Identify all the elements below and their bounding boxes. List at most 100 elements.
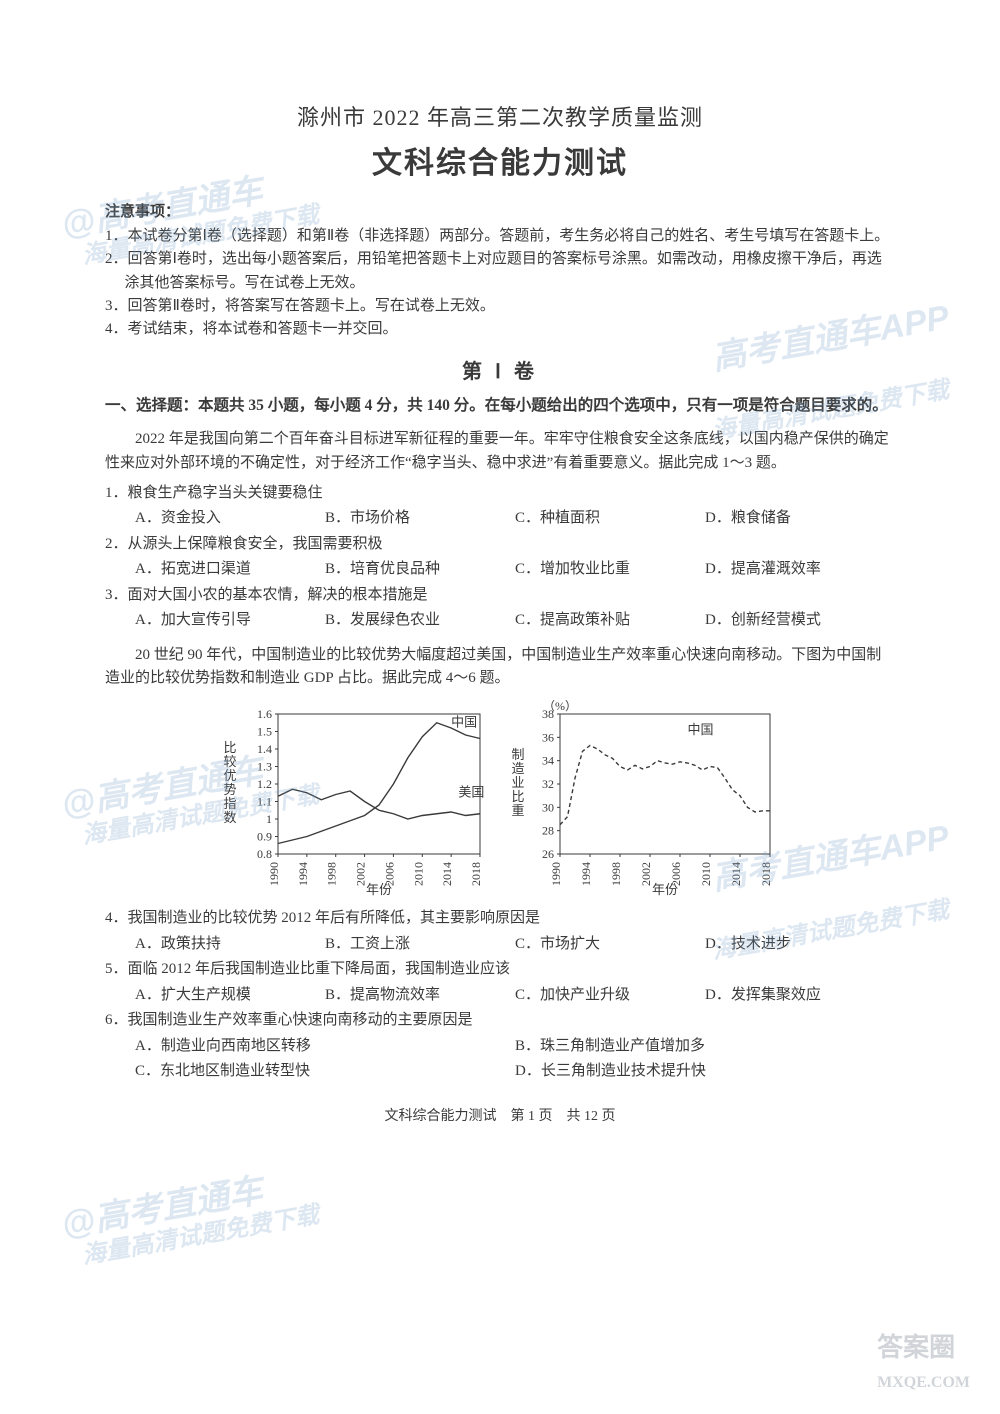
svg-text:年份: 年份 bbox=[652, 882, 678, 896]
svg-text:中国: 中国 bbox=[451, 715, 477, 730]
q6-stem: 6．我国制造业生产效率重心快速向南移动的主要原因是 bbox=[105, 1008, 895, 1034]
q2-opt-b: B．培育优良品种 bbox=[325, 557, 515, 583]
q3-opt-c: C．提高政策补贴 bbox=[515, 608, 705, 634]
q3-opt-d: D．创新经营模式 bbox=[705, 608, 895, 634]
svg-text:2018: 2018 bbox=[469, 862, 483, 886]
svg-text:指: 指 bbox=[223, 796, 236, 811]
watermark: @高考直通车 bbox=[57, 1163, 266, 1247]
svg-text:美国: 美国 bbox=[458, 785, 484, 800]
svg-text:重: 重 bbox=[511, 803, 524, 818]
page-footer: 文科综合能力测试 第 1 页 共 12 页 bbox=[105, 1105, 895, 1125]
notice-heading: 注意事项： bbox=[105, 200, 895, 221]
svg-text:2018: 2018 bbox=[759, 862, 773, 886]
watermark-corner: 答案圈MXQE.COM bbox=[877, 1327, 970, 1394]
exam-title-line1: 滁州市 2022 年高三第二次教学质量监测 bbox=[105, 100, 895, 132]
svg-text:1.3: 1.3 bbox=[257, 760, 272, 774]
q3-opt-a: A．加大宣传引导 bbox=[135, 608, 325, 634]
chart-comparative-advantage: 0.80.911.11.21.31.41.51.6199019941998200… bbox=[220, 696, 490, 896]
svg-text:（%）: （%） bbox=[543, 699, 577, 713]
notice-list: 1．本试卷分第Ⅰ卷（选择题）和第Ⅱ卷（非选择题）两部分。答题前，考生务必将自己的… bbox=[105, 225, 895, 341]
q5-opt-c: C．加快产业升级 bbox=[515, 983, 705, 1009]
q4-opt-b: B．工资上涨 bbox=[325, 932, 515, 958]
q4-opt-a: A．政策扶持 bbox=[135, 932, 325, 958]
svg-text:26: 26 bbox=[542, 847, 554, 861]
svg-text:优: 优 bbox=[223, 768, 236, 783]
question-6: 6．我国制造业生产效率重心快速向南移动的主要原因是 A．制造业向西南地区转移 B… bbox=[105, 1008, 895, 1085]
svg-text:较: 较 bbox=[223, 754, 236, 769]
q1-opt-a: A．资金投入 bbox=[135, 506, 325, 532]
svg-text:造: 造 bbox=[511, 761, 524, 776]
q2-opt-d: D．提高灌溉效率 bbox=[705, 557, 895, 583]
question-1: 1．粮食生产稳字当头关键要稳住 A．资金投入 B．市场价格 C．种植面积 D．粮… bbox=[105, 481, 895, 532]
q1-opt-b: B．市场价格 bbox=[325, 506, 515, 532]
question-2: 2．从源头上保障粮食安全，我国需要积极 A．拓宽进口渠道 B．培育优良品种 C．… bbox=[105, 532, 895, 583]
q6-opt-a: A．制造业向西南地区转移 bbox=[135, 1034, 515, 1060]
svg-text:2014: 2014 bbox=[440, 862, 454, 886]
svg-text:1: 1 bbox=[266, 812, 272, 826]
q1-opt-d: D．粮食储备 bbox=[705, 506, 895, 532]
q2-opt-c: C．增加牧业比重 bbox=[515, 557, 705, 583]
passage-1: 2022 年是我国向第二个百年奋斗目标进军新征程的重要一年。牢牢守住粮食安全这条… bbox=[105, 428, 895, 475]
section-1-heading: 第 Ⅰ 卷 bbox=[105, 355, 895, 384]
q6-opt-c: C．东北地区制造业转型快 bbox=[135, 1059, 515, 1085]
passage-2: 20 世纪 90 年代，中国制造业的比较优势大幅度超过美国，中国制造业生产效率重… bbox=[105, 644, 895, 691]
svg-text:1990: 1990 bbox=[267, 862, 281, 886]
notice-item: 3．回答第Ⅱ卷时，将答案写在答题卡上。写在试卷上无效。 bbox=[105, 295, 895, 318]
exam-title-line2: 文科综合能力测试 bbox=[105, 138, 895, 182]
q4-opt-d: D．技术进步 bbox=[705, 932, 895, 958]
q3-opt-b: B．发展绿色农业 bbox=[325, 608, 515, 634]
svg-text:2002: 2002 bbox=[639, 862, 653, 886]
q5-opt-d: D．发挥集聚效应 bbox=[705, 983, 895, 1009]
q6-opt-b: B．珠三角制造业产值增加多 bbox=[515, 1034, 895, 1060]
svg-text:比: 比 bbox=[511, 789, 524, 804]
section-1-instructions: 一、选择题：本题共 35 小题，每小题 4 分，共 140 分。在每小题给出的四… bbox=[105, 394, 895, 418]
svg-text:业: 业 bbox=[511, 775, 524, 790]
svg-text:1.1: 1.1 bbox=[257, 795, 272, 809]
svg-text:比: 比 bbox=[223, 740, 236, 755]
svg-text:制: 制 bbox=[511, 747, 524, 762]
svg-text:势: 势 bbox=[223, 782, 236, 797]
svg-text:1.2: 1.2 bbox=[257, 777, 272, 791]
question-4: 4．我国制造业的比较优势 2012 年后有所降低，其主要影响原因是 A．政策扶持… bbox=[105, 906, 895, 957]
svg-text:0.8: 0.8 bbox=[257, 847, 272, 861]
svg-text:中国: 中国 bbox=[688, 722, 714, 737]
svg-text:1.6: 1.6 bbox=[257, 707, 272, 721]
chart-manufacturing-share: 2628303234363819901994199820022006201020… bbox=[510, 696, 780, 896]
q2-stem: 2．从源头上保障粮食安全，我国需要积极 bbox=[105, 532, 895, 558]
q5-stem: 5．面临 2012 年后我国制造业比重下降局面，我国制造业应该 bbox=[105, 957, 895, 983]
q1-stem: 1．粮食生产稳字当头关键要稳住 bbox=[105, 481, 895, 507]
svg-text:1994: 1994 bbox=[579, 862, 593, 886]
svg-text:1990: 1990 bbox=[549, 862, 563, 886]
svg-text:1.5: 1.5 bbox=[257, 725, 272, 739]
q5-opt-b: B．提高物流效率 bbox=[325, 983, 515, 1009]
svg-text:1998: 1998 bbox=[325, 862, 339, 886]
q5-opt-a: A．扩大生产规模 bbox=[135, 983, 325, 1009]
notice-item: 1．本试卷分第Ⅰ卷（选择题）和第Ⅱ卷（非选择题）两部分。答题前，考生务必将自己的… bbox=[105, 225, 895, 248]
question-3: 3．面对大国小农的基本农情，解决的根本措施是 A．加大宣传引导 B．发展绿色农业… bbox=[105, 583, 895, 634]
svg-text:2014: 2014 bbox=[729, 862, 743, 886]
q1-opt-c: C．种植面积 bbox=[515, 506, 705, 532]
svg-text:34: 34 bbox=[542, 754, 554, 768]
notice-item: 4．考试结束，将本试卷和答题卡一并交回。 bbox=[105, 318, 895, 341]
svg-text:36: 36 bbox=[542, 731, 554, 745]
q4-stem: 4．我国制造业的比较优势 2012 年后有所降低，其主要影响原因是 bbox=[105, 906, 895, 932]
svg-text:2010: 2010 bbox=[411, 862, 425, 886]
svg-text:2010: 2010 bbox=[699, 862, 713, 886]
svg-text:28: 28 bbox=[542, 824, 554, 838]
q6-opt-d: D．长三角制造业技术提升快 bbox=[515, 1059, 895, 1085]
svg-text:32: 32 bbox=[542, 777, 554, 791]
question-5: 5．面临 2012 年后我国制造业比重下降局面，我国制造业应该 A．扩大生产规模… bbox=[105, 957, 895, 1008]
svg-text:1998: 1998 bbox=[609, 862, 623, 886]
watermark: 海量高清试题免费下载 bbox=[79, 1194, 321, 1270]
charts-row: 0.8 0.9 1 1.1 1.2 1.3 1.4 1.5 1.6 1990 1994 1998 200… bbox=[105, 696, 895, 896]
notice-item: 2．回答第Ⅰ卷时，选出每小题答案后，用铅笔把答题卡上对应题目的答案标号涂黑。如需… bbox=[105, 248, 895, 295]
svg-text:30: 30 bbox=[542, 801, 554, 815]
q3-stem: 3．面对大国小农的基本农情，解决的根本措施是 bbox=[105, 583, 895, 609]
exam-page: 滁州市 2022 年高三第二次教学质量监测 文科综合能力测试 注意事项： 1．本… bbox=[0, 0, 1000, 1165]
svg-text:年份: 年份 bbox=[366, 882, 392, 896]
svg-text:0.9: 0.9 bbox=[257, 830, 272, 844]
q4-opt-c: C．市场扩大 bbox=[515, 932, 705, 958]
svg-text:1.4: 1.4 bbox=[257, 742, 272, 756]
svg-text:数: 数 bbox=[223, 810, 236, 825]
q2-opt-a: A．拓宽进口渠道 bbox=[135, 557, 325, 583]
